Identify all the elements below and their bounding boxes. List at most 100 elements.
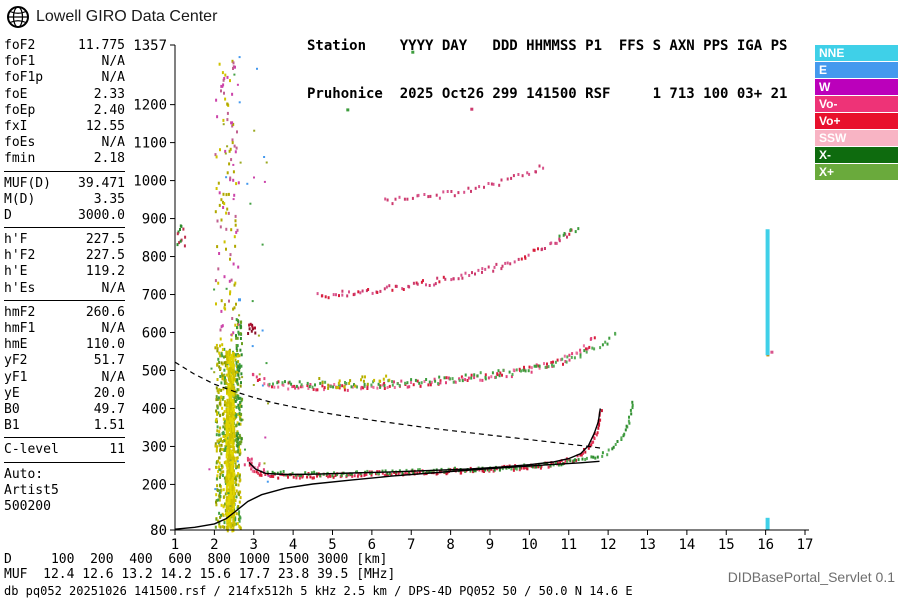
param-divider [4,437,125,439]
transmission-curve [174,361,603,449]
param-value: N/A [101,135,125,151]
giro-globe-icon [7,6,29,28]
param-hes: h'Es N/A [4,281,125,297]
param-name: hmF2 [4,304,36,320]
param-value: 227.5 [85,232,125,248]
param-fof2: foF2 11.775 [4,38,125,54]
trace-o-hop3 [316,228,573,300]
echo-dot [230,121,234,125]
trace-hop2-yellow [318,374,391,390]
param-name: 500200 [4,498,51,514]
param-name: h'F [4,232,28,248]
noise-band [214,59,240,351]
trace-o-hop2 [251,336,596,392]
param-ye: yE 20.0 [4,386,125,402]
param-name: yF2 [4,353,28,369]
legend-x: X- [815,147,898,163]
param-fof1: foF1 N/A [4,54,125,70]
noise-band [208,56,270,507]
echo-dot [220,84,224,88]
y-tick-label: 900 [142,212,167,228]
param-name: yE [4,385,20,401]
noise-band [176,224,187,248]
param-name: yF1 [4,369,28,385]
record-info: db pq052 20251026 141500.rsf / 214fx512h… [4,584,633,598]
x-tick-label: 7 [407,537,415,553]
param-value: N/A [101,369,125,385]
x-tick-label: 17 [797,537,814,553]
param-value: 11.775 [78,38,125,53]
x-tick-label: 6 [368,537,376,553]
param-value: N/A [101,54,125,70]
true-height-profile [174,460,600,530]
param-d: D 3000.0 [4,208,125,224]
param-value: 39.471 [78,175,125,191]
x-tick-label: 3 [250,537,258,553]
direction-legend: NNE E W Vo- Vo+ SSW X- X+ [815,45,898,181]
legend-nne: NNE [815,45,898,61]
legend-e: E [815,62,898,78]
param-name: C-level [4,442,59,458]
param-name: foF1p [4,70,44,86]
param-foes: foEs N/A [4,135,125,151]
param-he: h'E 119.2 [4,264,125,280]
param-clevel: C-level 11 [4,442,125,458]
x-tick-label: 16 [757,537,774,553]
param-name: B0 [4,401,20,417]
parameter-panel: foF2 11.775 foF1 N/A foF1p N/A foE 2.33 foEp 2.40… [4,38,125,515]
param-name: h'F2 [4,248,36,264]
param-name: D [4,207,12,223]
x-tick-label: 5 [328,537,336,553]
param-value: 2.33 [93,86,125,102]
param-value: 20.0 [93,385,125,401]
noise-band [234,318,244,448]
legend-vo: Vo+ [815,113,898,129]
param-value: 3000.0 [78,207,125,223]
param-value: 49.7 [93,401,125,417]
x-tick-label: 15 [718,537,735,553]
y-tick-label: 600 [142,326,167,342]
x-tick-label: 10 [521,537,538,553]
y-tick-label: 1100 [133,136,167,152]
artist-o-trace [248,408,601,476]
x-tick-label: 13 [639,537,656,553]
param-value: N/A [101,280,125,296]
param-fmin: fmin 2.18 [4,151,125,167]
noise-band [247,322,257,335]
param-artist5: Artist5 [4,483,125,499]
param-name: foE [4,86,28,102]
app-logo: Lowell GIRO Data Center [6,5,217,29]
echo-dot [411,50,415,54]
legend-x: X+ [815,164,898,180]
x-tick-label: 8 [446,537,454,553]
param-value: 3.35 [93,191,125,207]
servlet-version: DIDBasePortal_Servlet 0.1 [727,569,895,585]
param-mufd: MUF(D) 39.471 [4,176,125,192]
param-hf2: h'F2 227.5 [4,248,125,264]
y-tick-label: 1000 [133,174,167,190]
param-name: MUF(D) [4,175,51,191]
x-tick-label: 14 [678,537,695,553]
param-name: M(D) [4,191,36,207]
x-tick-label: 9 [486,537,494,553]
trace-o-hop4 [384,164,545,206]
y-tick-label: 500 [142,363,167,379]
x-tick-label: 1 [171,537,179,553]
param-divider [4,461,125,463]
y-tick-label: 300 [142,439,167,455]
legend-ssw: SSW [815,130,898,146]
param-name: foF1 [4,54,36,70]
ionogram-plot: 8020030040050060070080090010001100120013… [133,38,813,553]
echo-dot [238,298,241,302]
x-tick-label: 11 [560,537,577,553]
param-value: 11 [109,442,125,458]
trace-x-hop3-end [558,227,580,238]
param-value: 2.18 [93,151,125,167]
muf-row: MUF 12.4 12.6 13.2 14.2 15.6 17.7 23.8 3… [4,567,396,582]
legend-w: W [815,79,898,95]
param-md: M(D) 3.35 [4,192,125,208]
param-name: Auto: [4,466,44,482]
y-tick-label: 80 [150,523,167,539]
param-hmf1: hmF1 N/A [4,321,125,337]
